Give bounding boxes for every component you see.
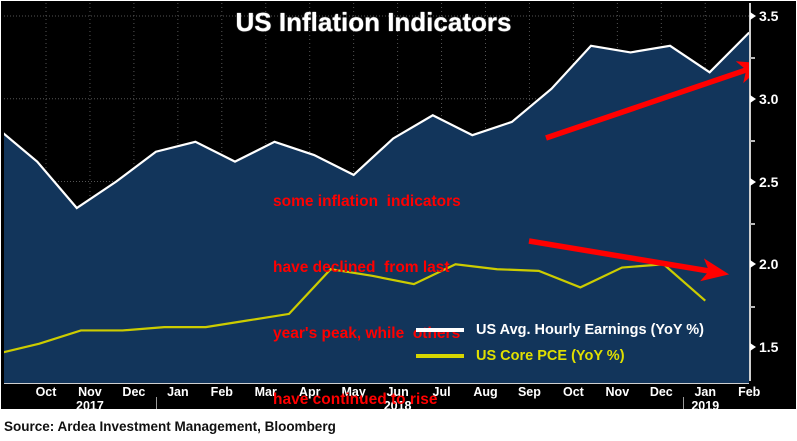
chart-canvas: [4, 3, 749, 383]
y-axis-minor-tick: [750, 222, 755, 225]
legend-label-pce: US Core PCE (YoY %): [476, 348, 625, 364]
x-axis-label-14: Dec: [649, 385, 673, 399]
x-axis-year-separator: [683, 397, 685, 409]
x-axis-label-8: Jun: [386, 385, 409, 399]
y-axis-label: 2.5: [759, 173, 779, 190]
y-axis-tick-1-5: 1.5: [749, 339, 779, 355]
x-axis-year-label: 2017: [76, 399, 104, 410]
y-tick-arrow-icon: [750, 94, 756, 103]
legend-item-pce: US Core PCE (YoY %): [416, 343, 704, 369]
x-axis-label-7: May: [341, 385, 366, 399]
y-axis-tick-2-0: 2.0: [749, 256, 779, 273]
x-axis-label-16: Feb: [738, 385, 761, 399]
annotation-arrow-up: [545, 61, 749, 141]
y-axis: 3.5 3.0 2.5 2.0 1.5: [749, 1, 796, 383]
y-axis-minor-tick: [750, 305, 755, 308]
y-axis-tick-3-5: 3.5: [749, 8, 779, 24]
chart-legend: US Avg. Hourly Earnings (YoY %) US Core …: [416, 317, 704, 369]
x-axis-label-15: Jan: [694, 385, 717, 399]
y-axis-label: 3.0: [759, 90, 779, 107]
chart-frame: US Inflation Indicators some inflation i…: [0, 0, 797, 410]
x-axis-label-5: Mar: [254, 385, 277, 399]
legend-swatch-pce: [416, 354, 464, 358]
legend-item-earnings: US Avg. Hourly Earnings (YoY %): [416, 317, 704, 343]
y-axis-label: 3.5: [759, 8, 779, 24]
y-axis-minor-tick: [750, 57, 755, 60]
x-axis-year-label: 2019: [691, 399, 720, 410]
y-axis-label: 1.5: [759, 339, 779, 355]
x-axis-year-separator: [155, 397, 157, 409]
earnings-line: [4, 31, 749, 210]
annotation-text: some inflation indicators have declined …: [273, 147, 461, 409]
x-axis-line: [4, 383, 749, 384]
legend-swatch-earnings: [416, 328, 464, 332]
legend-label-earnings: US Avg. Hourly Earnings (YoY %): [476, 322, 705, 338]
x-axis-year-label: 2018: [383, 399, 412, 410]
pce-line: [4, 263, 706, 354]
y-axis-spine: [749, 3, 751, 381]
x-axis-label-4: Feb: [210, 385, 233, 399]
annotation-line-1: some inflation indicators: [273, 193, 461, 210]
x-axis-label-2: Dec: [122, 385, 146, 399]
earnings-area: [4, 32, 749, 383]
x-axis-label-0: Oct: [35, 385, 57, 399]
y-tick-arrow-icon: [750, 343, 756, 351]
annotation-arrow-down: [528, 238, 730, 282]
x-axis-label-12: Oct: [562, 385, 584, 399]
y-tick-arrow-icon: [750, 177, 756, 186]
x-axis-label-9: Jul: [432, 385, 451, 399]
y-axis-tick-3-0: 3.0: [749, 90, 779, 107]
y-axis-minor-tick: [750, 140, 755, 143]
plot-area: [4, 3, 749, 383]
x-axis-label-13: Nov: [605, 385, 630, 399]
y-axis-tick-2-5: 2.5: [749, 173, 779, 190]
source-note: Source: Ardea Investment Management, Blo…: [4, 419, 336, 434]
annotation-line-2: have declined from last: [273, 259, 450, 276]
x-axis-label-3: Jan: [167, 385, 189, 399]
x-axis-label-11: Sep: [517, 385, 541, 399]
x-axis-label-1: Nov: [78, 385, 102, 399]
annotation-line-4: have continued to rise: [273, 391, 438, 408]
y-tick-arrow-icon: [750, 12, 756, 20]
x-axis: Oct Nov Dec Jan Feb Mar Apr May Jun Jul Aug Sep Oct N…: [1, 383, 796, 410]
y-tick-arrow-icon: [750, 260, 756, 269]
x-axis-label-10: Aug: [473, 385, 498, 399]
x-axis-label-6: Apr: [298, 385, 321, 399]
y-axis-label: 2.0: [759, 256, 779, 273]
